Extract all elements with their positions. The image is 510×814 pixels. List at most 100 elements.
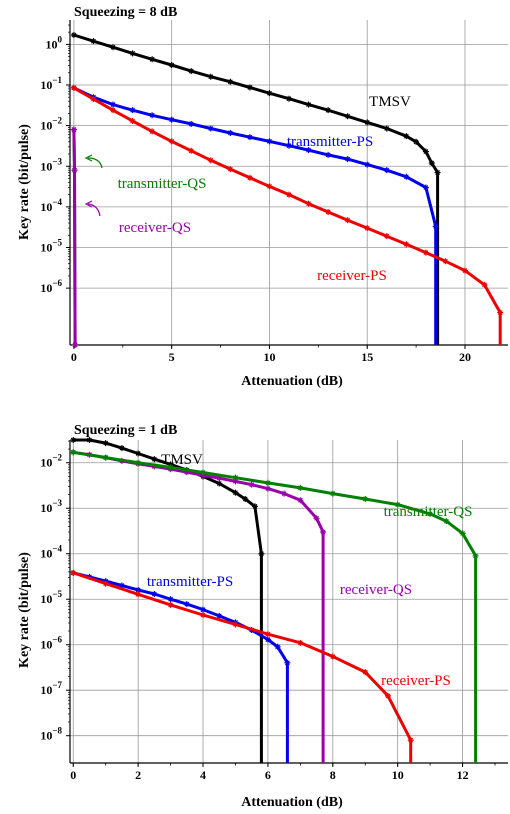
chart1-plot: 0 5 10 15 20 10−6 10−5 10−4 10−3 10−2 10−1 100 TMSV t… bbox=[40, 20, 508, 364]
series-point-transmitter-PS bbox=[167, 596, 174, 603]
series-point-TMSV bbox=[246, 84, 253, 91]
series-point-transmitter-PS bbox=[432, 223, 439, 230]
series-point-receiver-QS bbox=[248, 481, 255, 488]
series-point-TMSV bbox=[102, 440, 109, 447]
series-point-transmitter-PS bbox=[344, 156, 351, 163]
series-point-TMSV bbox=[167, 461, 174, 468]
series-point-transmitter-PS bbox=[200, 606, 207, 613]
series-point-transmitter-QS bbox=[135, 459, 142, 466]
y-tick-label: 10−6 bbox=[40, 635, 62, 652]
series-point-TMSV bbox=[110, 44, 117, 51]
series-point-TMSV bbox=[227, 78, 234, 85]
series-point-transmitter-QS bbox=[102, 454, 109, 461]
series-point-transmitter-PS bbox=[188, 120, 195, 127]
series-point-receiver-PS bbox=[167, 601, 174, 608]
series-point-TMSV bbox=[129, 50, 136, 57]
series-point-receiver-PS bbox=[329, 653, 336, 660]
series-point-receiver-PS bbox=[70, 84, 77, 91]
series-point-receiver-PS bbox=[207, 157, 214, 164]
arrowhead-receiver-qs bbox=[84, 200, 93, 208]
series-point-TMSV bbox=[242, 495, 249, 502]
annotation-receiver-PS: receiver-PS bbox=[317, 268, 387, 284]
series-point-transmitter-PS bbox=[118, 582, 125, 589]
series-point-transmitter-QS bbox=[443, 518, 450, 525]
series-point-receiver-QS bbox=[216, 475, 223, 482]
series-point-receiver-QS bbox=[264, 485, 271, 492]
series-point-TMSV bbox=[383, 125, 390, 132]
series-point-receiver-PS bbox=[110, 107, 117, 114]
series-point-TMSV bbox=[428, 160, 435, 167]
series-point-TMSV bbox=[325, 107, 332, 114]
x-tick-label: 0 bbox=[71, 350, 77, 364]
y-tick-label: 10−3 bbox=[40, 498, 62, 515]
x-tick-label: 0 bbox=[70, 768, 76, 782]
series-point-transmitter-PS bbox=[403, 173, 410, 180]
series-point-TMSV bbox=[232, 489, 239, 496]
y-tick-label: 10−2 bbox=[40, 116, 62, 133]
series-point-TMSV bbox=[344, 113, 351, 120]
series-point-transmitter-PS bbox=[227, 129, 234, 136]
y-tick-label: 10−2 bbox=[40, 453, 62, 470]
series-point-TMSV bbox=[188, 68, 195, 75]
series-point-transmitter-PS bbox=[110, 101, 117, 108]
series-point-receiver-PS bbox=[364, 225, 371, 232]
series-point-receiver-PS bbox=[403, 241, 410, 248]
x-tick-label: 20 bbox=[459, 350, 471, 364]
series-point-transmitter-PS bbox=[325, 151, 332, 158]
series-point-receiver-PS bbox=[102, 580, 109, 587]
x-tick-label: 6 bbox=[265, 768, 271, 782]
series-point-transmitter-PS bbox=[135, 586, 142, 593]
annotation-TMSV: TMSV bbox=[369, 94, 411, 110]
x-tick-label: 5 bbox=[169, 350, 175, 364]
series-point-TMSV bbox=[286, 95, 292, 102]
annotation-receiver-QS: receiver-QS bbox=[340, 582, 412, 598]
series-line-receiver-PS bbox=[72, 571, 413, 763]
series-point-receiver-PS bbox=[266, 183, 273, 190]
series-point-receiver-PS bbox=[90, 96, 97, 103]
series-point-receiver-PS bbox=[188, 147, 195, 154]
series-point-TMSV bbox=[90, 38, 97, 45]
y-tick-label: 10−6 bbox=[40, 278, 62, 295]
series-point-transmitter-QS bbox=[472, 552, 479, 559]
series-point-TMSV bbox=[403, 133, 410, 140]
series-point-TMSV bbox=[86, 437, 93, 443]
x-tick-label: 8 bbox=[330, 768, 336, 782]
series-point-transmitter-PS bbox=[216, 612, 223, 619]
series-point-transmitter-PS bbox=[264, 636, 271, 643]
series-point-transmitter-PS bbox=[274, 643, 281, 650]
series-point-transmitter-PS bbox=[151, 591, 158, 598]
series-point-receiver-PS bbox=[383, 233, 390, 240]
series-point-receiver-PS bbox=[200, 612, 207, 619]
series-point-receiver-PS bbox=[384, 692, 391, 699]
series-point-receiver-PS bbox=[264, 631, 271, 638]
chart2-title: Squeezing = 1 dB bbox=[74, 423, 177, 438]
x-tick-label: 10 bbox=[392, 768, 404, 782]
series-line-transmitter-PS bbox=[72, 571, 289, 763]
series-point-transmitter-PS bbox=[183, 601, 190, 608]
y-tick-label: 10−7 bbox=[40, 680, 62, 697]
series-point-transmitter-PS bbox=[129, 107, 136, 114]
series-point-TMSV bbox=[251, 503, 258, 510]
series-point-TMSV bbox=[364, 119, 371, 126]
series-point-receiver-PS bbox=[442, 258, 449, 265]
series-point-receiver-QS bbox=[281, 490, 288, 497]
series-point-receiver-PS bbox=[362, 669, 369, 676]
series-point-TMSV bbox=[70, 32, 77, 39]
series-point-transmitter-QS bbox=[427, 510, 434, 517]
series-point-transmitter-QS bbox=[232, 474, 239, 481]
series-point-TMSV bbox=[434, 169, 441, 176]
series-point-transmitter-PS bbox=[246, 134, 253, 141]
x-tick-label: 4 bbox=[200, 768, 206, 782]
series-point-receiver-PS bbox=[129, 117, 136, 124]
series-point-transmitter-PS bbox=[364, 161, 371, 168]
series-point-TMSV bbox=[422, 148, 429, 155]
series-point-TMSV bbox=[135, 450, 142, 457]
series-point-TMSV bbox=[149, 56, 156, 63]
series-line-TMSV bbox=[73, 438, 263, 763]
series-point-receiver-PS bbox=[422, 249, 429, 256]
series-point-transmitter-QS bbox=[167, 464, 174, 471]
annotation-TMSV: TMSV bbox=[161, 452, 203, 468]
series-point-TMSV bbox=[266, 90, 273, 97]
x-tick-label: 10 bbox=[263, 350, 275, 364]
